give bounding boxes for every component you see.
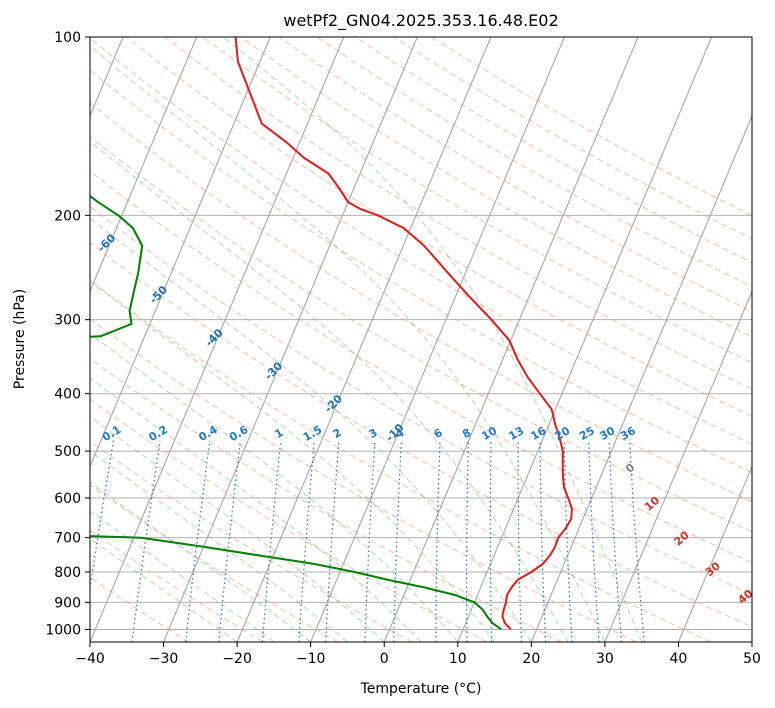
mixing-ratio-line	[261, 440, 282, 642]
chart-title: wetPf2_GN04.2025.353.16.48.E02	[283, 11, 558, 31]
moist-adiabat-line	[90, 537, 238, 642]
mixing-ratio-line	[517, 440, 523, 642]
mixing-ratio-line	[563, 440, 573, 642]
x-tick-label: −40	[75, 651, 105, 667]
y-tick-label: 200	[54, 208, 81, 224]
y-tick-label: 400	[54, 387, 81, 403]
mixing-ratio-line	[539, 440, 547, 642]
isotherm-line	[163, 37, 418, 642]
moist-adiabat-line	[223, 37, 643, 642]
y-tick-label: 700	[54, 531, 81, 547]
dry-adiabat-line	[90, 318, 637, 642]
temperature-profile	[234, 37, 573, 631]
moist-adiabat-line	[90, 416, 385, 642]
isotherm-line	[90, 37, 345, 642]
moist-adiabat-line	[90, 45, 606, 642]
grid-layer	[90, 37, 752, 642]
dry-adiabat-line	[240, 37, 752, 338]
mixing-ratio-line	[364, 440, 376, 642]
mixing-ratio-line	[466, 440, 469, 642]
dry-adiabat-line	[126, 37, 752, 417]
mixing-ratio-line	[325, 440, 340, 642]
mixing-ratio-line	[90, 440, 114, 592]
mixing-ratio-line	[608, 440, 623, 642]
x-axis-title: Temperature (°C)	[360, 681, 482, 697]
mixing-ratio-line	[435, 440, 441, 642]
dry-adiabat-line	[90, 279, 712, 642]
x-tick-label: 40	[670, 651, 688, 667]
plot-frame	[89, 36, 753, 643]
moist-adiabat-line	[90, 217, 532, 642]
isotherm-line	[530, 114, 752, 642]
mixing-ratio-line	[298, 440, 315, 642]
isotherm-line	[457, 37, 713, 642]
y-tick-label: 500	[54, 444, 81, 460]
isotherm-line	[383, 37, 639, 642]
dry-adiabat-line	[90, 102, 752, 503]
y-tick-label: 900	[54, 595, 81, 611]
dry-adiabat-line	[90, 398, 488, 642]
x-tick-label: 10	[449, 651, 467, 667]
dry-adiabat-line	[90, 136, 752, 533]
dry-adiabat-line	[90, 205, 752, 595]
mixing-ratio-line	[393, 440, 402, 642]
dry-adiabat-line	[90, 484, 339, 642]
mixing-ratio-line	[131, 440, 161, 642]
dry-adiabat-line	[90, 529, 264, 642]
x-tick-label: −30	[149, 651, 179, 667]
isotherm-line	[604, 289, 752, 642]
series-layer	[90, 37, 573, 631]
dry-adiabat-line	[90, 357, 562, 642]
dry-adiabat-line	[90, 242, 752, 628]
isotherm-line	[677, 465, 752, 642]
moist-adiabat-line	[90, 140, 569, 642]
mixing-ratio-line	[588, 440, 600, 642]
moist-adiabat-line	[90, 510, 275, 642]
y-axis-title: Pressure (hPa)	[12, 289, 28, 389]
isotherm-line	[90, 37, 271, 468]
y-tick-label: 800	[54, 565, 81, 581]
y-tick-label: 1000	[45, 622, 81, 638]
y-tick-label: 600	[54, 491, 81, 507]
isotherm-line	[310, 37, 565, 642]
x-tick-label: −10	[296, 651, 326, 667]
dewpoint-profile	[90, 194, 502, 631]
isotherm-line	[236, 37, 492, 642]
mixing-ratio-line	[218, 440, 241, 642]
mixing-ratio-line	[185, 440, 211, 642]
mixing-ratio-line	[489, 440, 493, 642]
x-tick-label: −20	[222, 651, 252, 667]
x-tick-label: 50	[743, 651, 761, 667]
x-tick-label: 20	[522, 651, 540, 667]
mixing-ratio-line	[629, 440, 645, 642]
moist-adiabat-line	[90, 481, 311, 642]
dry-adiabat-line	[278, 37, 752, 312]
x-tick-label: 0	[380, 651, 389, 667]
dry-adiabat-line	[90, 37, 752, 445]
isotherm-line	[90, 37, 198, 293]
y-tick-label: 300	[54, 313, 81, 329]
x-tick-label: 30	[596, 651, 614, 667]
y-tick-label: 100	[54, 30, 81, 46]
moist-adiabat-line	[90, 332, 459, 642]
axes: −40 −30 −20 −10 0 10 20 30 40 50 100 200 300 400 500 60…	[45, 30, 761, 667]
